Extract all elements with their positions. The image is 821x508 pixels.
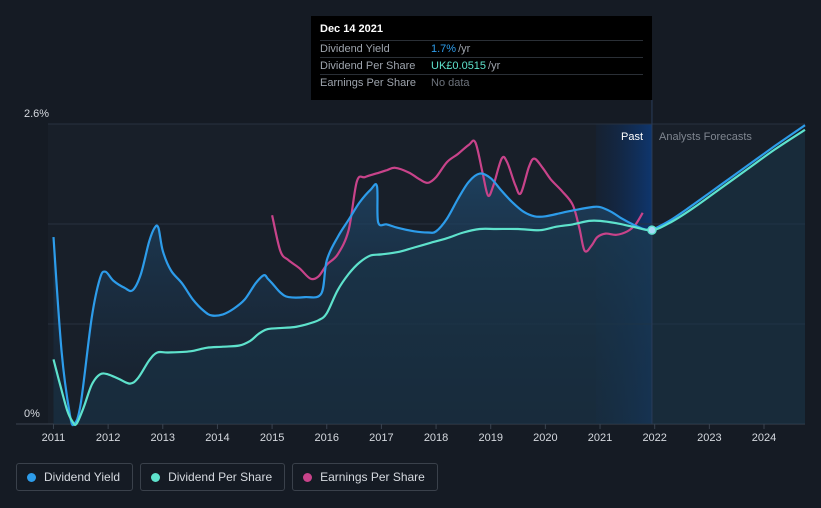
dividend-per-share-area [53,129,805,425]
past-label: Past [621,131,643,143]
tooltip-value: 1.7% [431,43,457,55]
current-value-marker[interactable] [647,225,657,235]
tooltip-unit: /yr [488,60,501,72]
legend-dividend-per-share[interactable]: Dividend Per Share [140,463,286,491]
x-tick-label: 2020 [533,432,557,444]
dividend-per-share-line [52,128,806,427]
legend-label: Dividend Per Share [168,470,273,484]
dividend-yield-line [52,172,653,427]
legend-label: Dividend Yield [44,470,121,484]
tooltip-row-earnings-per-share: Earnings Per Share No data [320,74,643,91]
legend-dot-icon [303,472,313,482]
x-tick-label: 2016 [315,432,339,444]
x-tick-label: 2011 [42,432,66,444]
tooltip-label: Earnings Per Share [320,77,416,89]
legend-label: Earnings Per Share [320,470,425,484]
y-tick-label: 2.6% [24,108,49,120]
legend: Dividend Yield Dividend Per Share Earnin… [16,463,438,491]
x-axis: 2011 2012 2013 2014 2015 2016 2017 2018 2019 2020… [42,424,776,444]
x-tick-label: 2012 [96,432,120,444]
x-tick-label: 2013 [151,432,175,444]
y-tick-label: 0% [24,408,40,420]
y-axis: 2.6% 0% [24,108,49,420]
x-tick-label: 2015 [260,432,284,444]
legend-dot-icon [27,472,36,482]
earnings-per-share-line [271,139,644,281]
x-tick-label: 2018 [424,432,448,444]
tooltip-label: Dividend Per Share [320,60,416,72]
x-tick-label: 2014 [205,432,229,444]
x-tick-label: 2023 [697,432,721,444]
forecast-label: Analysts Forecasts [659,131,752,143]
tooltip-date: Dec 14 2021 [320,23,383,35]
dividend-yield-forecast-line [651,124,806,232]
tooltip-row-dividend-per-share: Dividend Per Share UK£0.0515 /yr [320,57,643,74]
x-tick-label: 2017 [369,432,393,444]
tooltip: Dec 14 2021 Dividend Yield 1.7% /yr Divi… [311,16,652,100]
x-tick-label: 2019 [478,432,502,444]
tooltip-label: Dividend Yield [320,43,390,55]
x-tick-label: 2024 [752,432,776,444]
legend-earnings-per-share[interactable]: Earnings Per Share [292,463,438,491]
tooltip-value: No data [431,77,470,89]
tooltip-row-dividend-yield: Dividend Yield 1.7% /yr [320,40,643,57]
legend-dividend-yield[interactable]: Dividend Yield [16,463,134,491]
x-tick-label: 2022 [642,432,666,444]
x-tick-label: 2021 [588,432,612,444]
legend-dot-icon [151,472,161,482]
tooltip-unit: /yr [458,43,471,55]
tooltip-value: UK£0.0515 [431,60,487,72]
